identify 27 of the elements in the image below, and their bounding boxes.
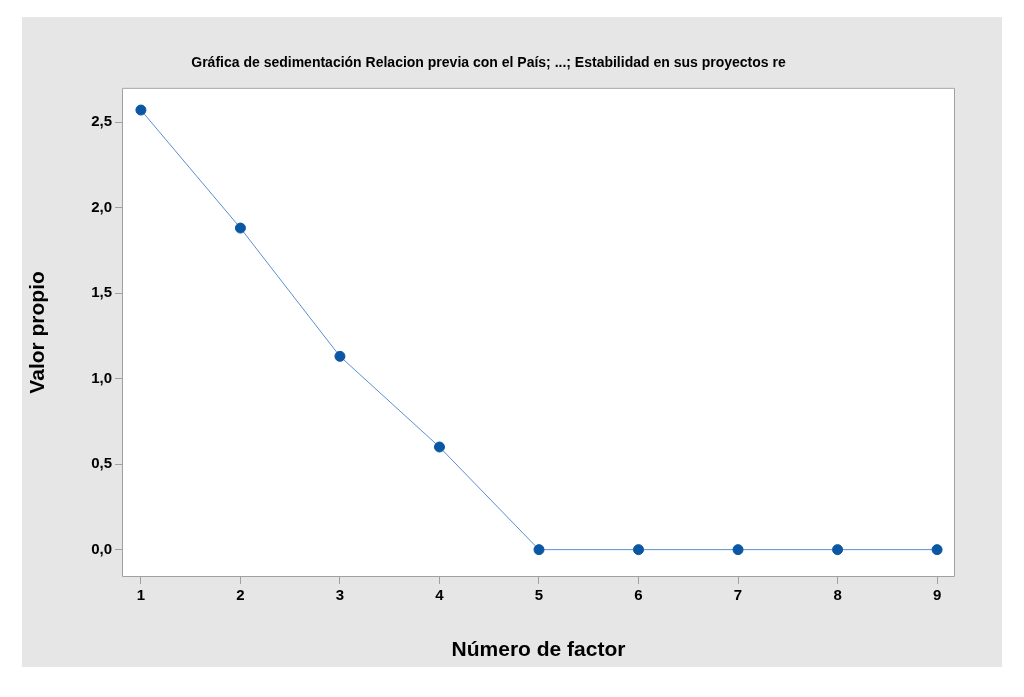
point xyxy=(931,544,943,556)
y-tick-label: 1,0 xyxy=(91,368,112,386)
point xyxy=(832,544,844,556)
x-tick-label: 6 xyxy=(634,586,643,604)
point xyxy=(633,544,645,556)
x-tick-label: 1 xyxy=(136,586,146,604)
point xyxy=(334,350,346,362)
point xyxy=(533,544,545,556)
y-tick-label: 0,0 xyxy=(91,539,112,557)
point xyxy=(433,441,445,453)
y-tick-label: 2,5 xyxy=(91,112,112,130)
x-tick-label: 4 xyxy=(435,586,445,604)
x-tick-label: 9 xyxy=(932,586,942,604)
y-tick-label: 2,0 xyxy=(91,197,112,215)
y-tick-label: 0,5 xyxy=(91,454,112,472)
y-tick-label: 1,5 xyxy=(91,283,112,301)
x-tick-label: 2 xyxy=(236,586,245,604)
x-tick-label: 7 xyxy=(733,586,743,604)
x-tick-label: 5 xyxy=(534,586,544,604)
point xyxy=(135,104,147,116)
chart-title: Gráfica de sedimentación Relacion previa con el País; ...; Estabilidad en sus proyectos re xyxy=(191,54,786,71)
x-axis-title: Número de factor xyxy=(451,637,626,661)
x-tick-label: 8 xyxy=(833,586,842,604)
x-tick-label: 3 xyxy=(335,586,345,604)
point xyxy=(234,222,246,234)
y-axis-title: Valor propio xyxy=(25,271,49,394)
point xyxy=(732,544,744,556)
